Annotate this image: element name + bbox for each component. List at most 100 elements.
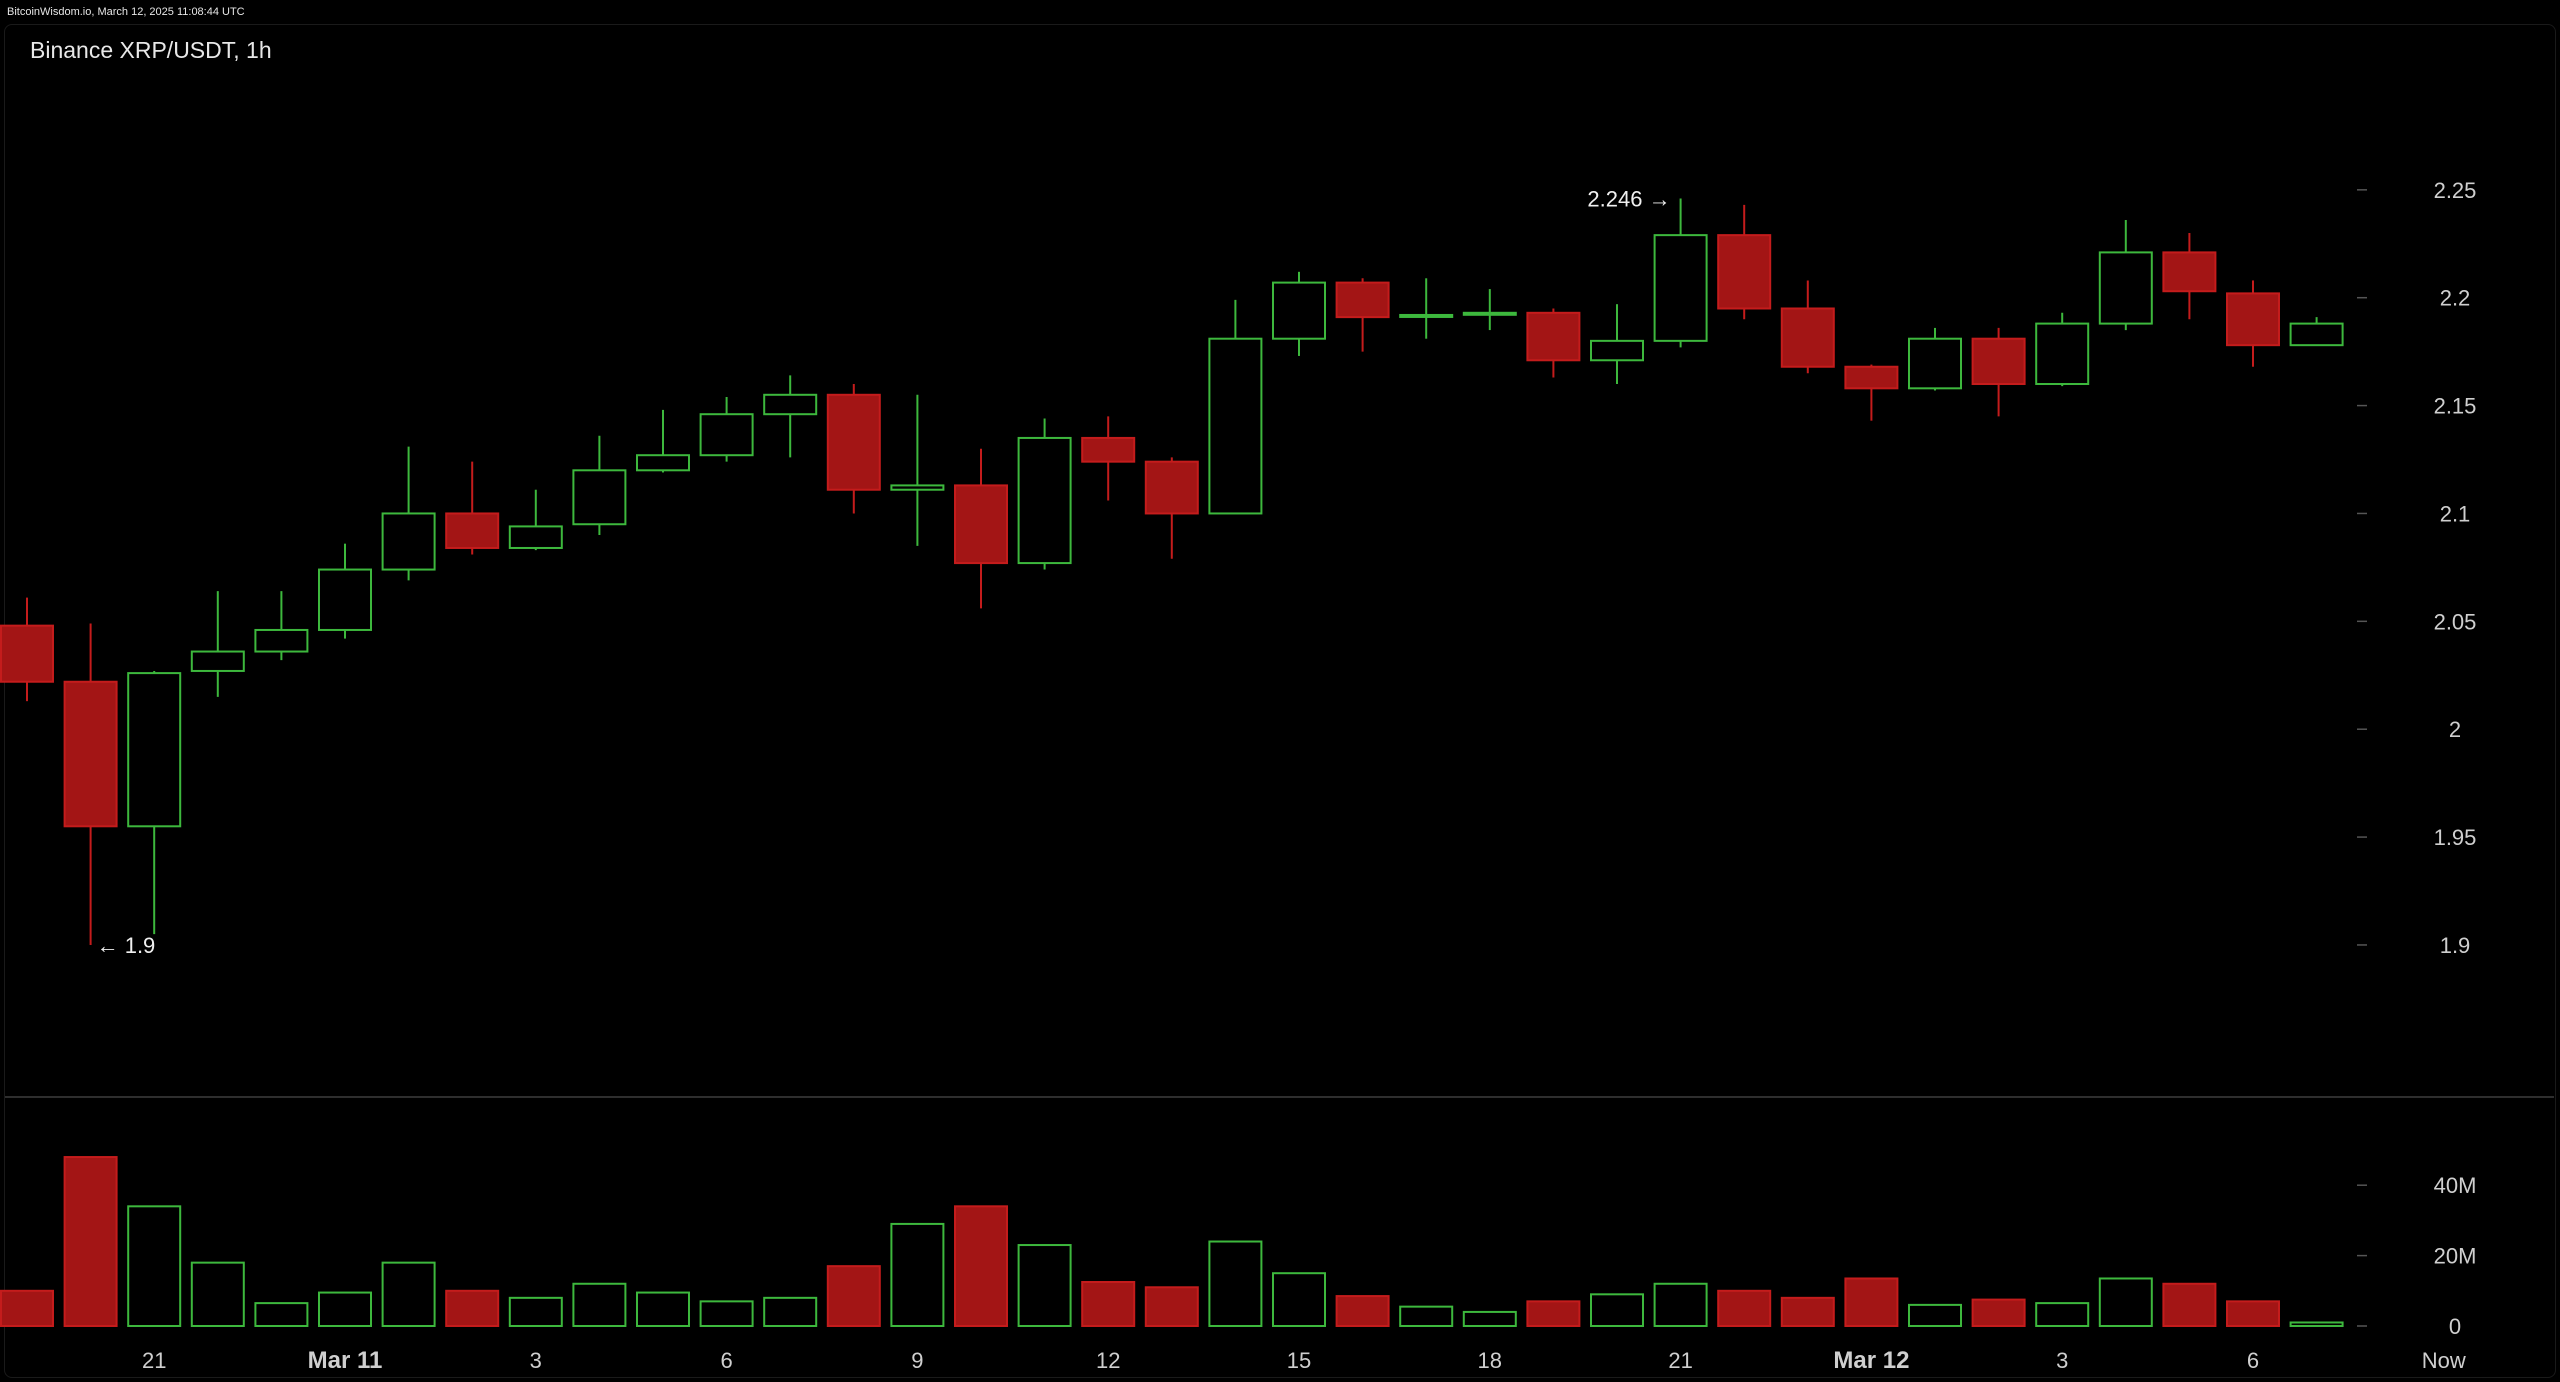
x-axis-label: 9	[911, 1348, 923, 1373]
x-axis-label: 21	[142, 1348, 166, 1373]
x-axis-label: Mar 12	[1833, 1347, 1909, 1374]
volume-bar[interactable]	[1399, 1305, 1454, 1328]
volume-bar[interactable]	[1844, 1277, 1899, 1327]
volume-bar[interactable]	[508, 1296, 563, 1327]
volume-bar[interactable]	[381, 1261, 436, 1328]
candle-body[interactable]	[1462, 311, 1517, 316]
candle-body[interactable]	[1144, 460, 1199, 515]
volume-bar[interactable]	[63, 1156, 118, 1328]
x-axis-label: 3	[2056, 1348, 2068, 1373]
candle-body[interactable]	[572, 469, 627, 526]
x-axis-label: 21	[1668, 1348, 1692, 1373]
candle-body[interactable]	[636, 454, 690, 472]
volume-bar[interactable]	[1144, 1286, 1199, 1328]
candle-body[interactable]	[318, 568, 372, 631]
volume-bar[interactable]	[254, 1302, 309, 1327]
candle-body[interactable]	[1399, 313, 1454, 318]
price-axis-label: 2.05	[2434, 609, 2477, 634]
volume-bar[interactable]	[826, 1265, 881, 1328]
volume-axis-label: 40M	[2434, 1173, 2477, 1198]
volume-bar[interactable]	[763, 1296, 818, 1327]
volume-bar[interactable]	[445, 1289, 500, 1328]
candle-body[interactable]	[0, 624, 54, 683]
volume-bar[interactable]	[1017, 1244, 1072, 1328]
volume-bar[interactable]	[1081, 1281, 1136, 1327]
candle-body[interactable]	[2162, 251, 2217, 293]
volume-bar[interactable]	[1208, 1240, 1263, 1328]
x-axis-label: Mar 11	[308, 1347, 383, 1374]
candle-body[interactable]	[1844, 365, 1899, 390]
candle-body[interactable]	[890, 484, 945, 491]
candle-body[interactable]	[445, 512, 500, 549]
top-bar: BitcoinWisdom.io, March 12, 2025 11:08:4…	[0, 0, 2560, 26]
candle-body[interactable]	[1717, 234, 1772, 310]
candle-body[interactable]	[190, 650, 245, 672]
candle-body[interactable]	[1653, 234, 1708, 342]
volume-bar[interactable]	[890, 1222, 945, 1328]
volume-bar[interactable]	[1335, 1295, 1390, 1327]
volume-bar[interactable]	[954, 1205, 1008, 1327]
candle-body[interactable]	[2098, 251, 2153, 325]
candle-body[interactable]	[2035, 322, 2090, 386]
candle-body[interactable]	[1590, 339, 1644, 362]
candle-body[interactable]	[63, 680, 118, 828]
candle-body[interactable]	[1908, 337, 1962, 390]
candle-body[interactable]	[2226, 292, 2280, 347]
candle-body[interactable]	[1526, 311, 1581, 362]
volume-bar[interactable]	[127, 1205, 182, 1327]
candle-body[interactable]	[1081, 436, 1136, 463]
volume-bar[interactable]	[2226, 1300, 2280, 1327]
candle-body[interactable]	[763, 393, 818, 416]
price-axis-label: 2	[2449, 717, 2461, 742]
candle-body[interactable]	[826, 393, 881, 491]
x-axis-label: 18	[1478, 1348, 1502, 1373]
volume-bar[interactable]	[699, 1300, 754, 1327]
x-axis-label: Now	[2422, 1348, 2466, 1373]
volume-bar[interactable]	[1653, 1282, 1708, 1328]
volume-axis-label: 20M	[2434, 1244, 2477, 1269]
price-axis-label: 2.25	[2434, 178, 2477, 203]
volume-bar[interactable]	[318, 1291, 372, 1328]
x-axis-label: 12	[1096, 1348, 1120, 1373]
volume-bar[interactable]	[2162, 1282, 2217, 1328]
candle-body[interactable]	[1971, 337, 2026, 386]
candle-body[interactable]	[381, 512, 436, 571]
volume-bar[interactable]	[0, 1289, 54, 1328]
price-axis-label: 2.2	[2440, 286, 2471, 311]
x-axis-label: 6	[2247, 1348, 2259, 1373]
chart-title: Binance XRP/USDT, 1h	[30, 37, 272, 63]
price-annotation: 2.246 →	[1587, 186, 1670, 211]
volume-bar[interactable]	[1590, 1293, 1644, 1327]
price-axis-label: 2.1	[2440, 501, 2471, 526]
volume-bar[interactable]	[2098, 1277, 2153, 1327]
volume-bar[interactable]	[2289, 1321, 2344, 1327]
volume-bar[interactable]	[1526, 1300, 1581, 1327]
volume-bar[interactable]	[1272, 1272, 1326, 1327]
volume-bar[interactable]	[1971, 1298, 2026, 1327]
candle-body[interactable]	[1208, 337, 1263, 515]
volume-bar[interactable]	[572, 1282, 627, 1328]
volume-bar[interactable]	[1908, 1303, 1962, 1328]
volume-bar[interactable]	[1780, 1296, 1835, 1327]
candle-body[interactable]	[2289, 322, 2344, 347]
candle-body[interactable]	[1780, 307, 1835, 368]
x-axis-label: 15	[1287, 1348, 1311, 1373]
candle-body[interactable]	[1272, 281, 1326, 340]
volume-bar[interactable]	[636, 1291, 690, 1328]
candle-body[interactable]	[699, 413, 754, 457]
volume-axis-label: 0	[2449, 1314, 2461, 1339]
volume-bar[interactable]	[190, 1261, 245, 1328]
volume-bar[interactable]	[1462, 1310, 1517, 1328]
candle-body[interactable]	[1335, 281, 1390, 319]
volume-bar[interactable]	[1717, 1289, 1772, 1328]
price-axis-label: 1.9	[2440, 933, 2471, 958]
candle-body[interactable]	[954, 484, 1008, 565]
candle-body[interactable]	[508, 525, 563, 549]
volume-bar[interactable]	[2035, 1302, 2090, 1327]
candle-body[interactable]	[127, 672, 182, 828]
chart-panel	[4, 24, 2556, 1378]
candle-body[interactable]	[1017, 436, 1072, 565]
candle-body[interactable]	[254, 628, 309, 653]
